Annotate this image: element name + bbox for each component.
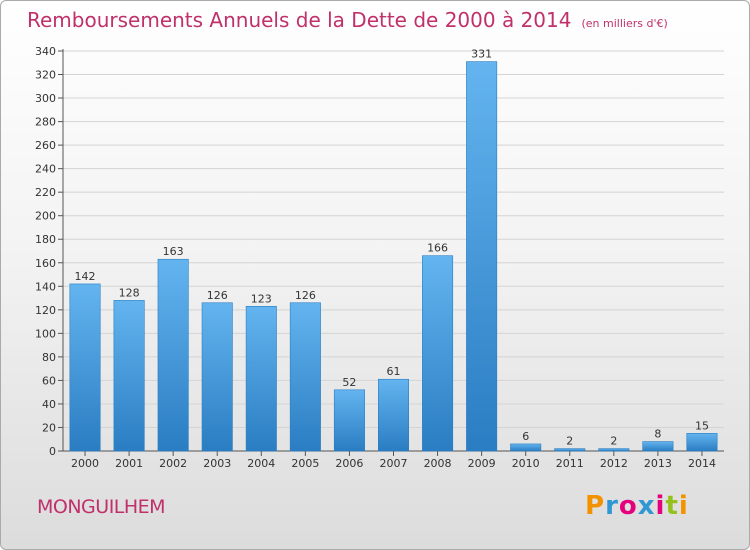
logo-letter: i (655, 491, 666, 521)
bar (245, 305, 277, 452)
data-label: 15 (695, 419, 709, 432)
data-label: 123 (251, 292, 272, 305)
y-tick-label: 40 (42, 398, 56, 411)
y-tick-label: 240 (35, 163, 56, 176)
y-tick-labels: 0 20 40 60 80 100 120 140 160 180 200 220 240 260 280 3… (35, 45, 56, 458)
logo-letter: o (618, 491, 638, 521)
x-tick-label: 2004 (247, 457, 275, 470)
bar (157, 258, 189, 452)
data-label: 128 (119, 286, 140, 299)
data-label: 166 (427, 242, 448, 255)
data-label: 142 (75, 270, 96, 283)
x-tick-label: 2013 (644, 457, 672, 470)
x-tick-labels: 2000 2001 2002 2003 2004 2005 2006 2007 2008 2009… (71, 457, 716, 470)
data-label: 163 (163, 245, 184, 258)
bar (289, 302, 321, 452)
title-row: Remboursements Annuels de la Dette de 20… (27, 8, 668, 32)
x-tick-label: 2010 (512, 457, 540, 470)
logo-letter: i (678, 491, 689, 521)
y-tick-label: 300 (35, 92, 56, 105)
y-tick-label: 180 (35, 233, 56, 246)
proxiti-logo[interactable]: Proxiti (585, 491, 689, 521)
bar (377, 378, 410, 452)
data-label: 2 (566, 435, 573, 448)
x-tick-label: 2007 (380, 457, 408, 470)
y-tick-label: 60 (42, 374, 56, 387)
y-tick-label: 280 (35, 116, 56, 129)
logo-letter: r (605, 491, 619, 521)
x-tick-label: 2009 (468, 457, 496, 470)
y-tick-label: 80 (42, 351, 56, 364)
y-tick-label: 0 (49, 445, 56, 458)
bar (466, 61, 498, 452)
y-tick-label: 200 (35, 210, 56, 223)
x-tick-label: 2002 (159, 457, 187, 470)
bar (333, 389, 365, 452)
bar (422, 255, 454, 452)
bar (510, 443, 542, 452)
commune-name: MONGUILHEM (37, 496, 166, 518)
x-tick-label: 2003 (203, 457, 231, 470)
y-tick-label: 20 (42, 421, 56, 434)
bar (554, 448, 586, 452)
data-label: 126 (207, 289, 228, 302)
data-label: 6 (522, 430, 529, 443)
bar (69, 283, 101, 452)
bar (598, 448, 630, 452)
x-tick-label: 2001 (115, 457, 143, 470)
y-tick-label: 100 (35, 327, 56, 340)
data-label: 331 (471, 48, 492, 61)
data-label: 126 (295, 289, 316, 302)
x-tick-label: 2005 (291, 457, 319, 470)
chart-subtitle: (en milliers d'€) (581, 17, 668, 30)
data-label: 52 (342, 376, 356, 389)
bar (113, 300, 145, 452)
chart-title: Remboursements Annuels de la Dette de 20… (27, 8, 572, 32)
logo-letter: t (665, 491, 679, 521)
y-tick-label: 160 (35, 257, 56, 270)
bar (201, 302, 233, 452)
data-label: 61 (387, 365, 401, 378)
x-tick-label: 2011 (556, 457, 584, 470)
x-tick-label: 2000 (71, 457, 99, 470)
y-tick-label: 140 (35, 280, 56, 293)
x-tick-label: 2012 (600, 457, 628, 470)
data-labels: 142 128 163 126 123 126 52 61 166 331 6 2 2 8 15 (75, 48, 709, 448)
data-label: 8 (654, 428, 661, 441)
y-tick-label: 320 (35, 69, 56, 82)
bar (686, 433, 718, 452)
bar (642, 441, 674, 452)
logo-letter: P (585, 491, 606, 521)
x-tick-label: 2014 (688, 457, 716, 470)
logo-letter: x (637, 491, 656, 521)
y-tick-label: 340 (35, 45, 56, 58)
bars (69, 61, 718, 452)
data-label: 2 (610, 435, 617, 448)
x-tick-label: 2008 (424, 457, 452, 470)
y-tick-label: 220 (35, 186, 56, 199)
x-tick-label: 2006 (335, 457, 363, 470)
y-tick-label: 120 (35, 304, 56, 317)
y-tick-label: 260 (35, 139, 56, 152)
